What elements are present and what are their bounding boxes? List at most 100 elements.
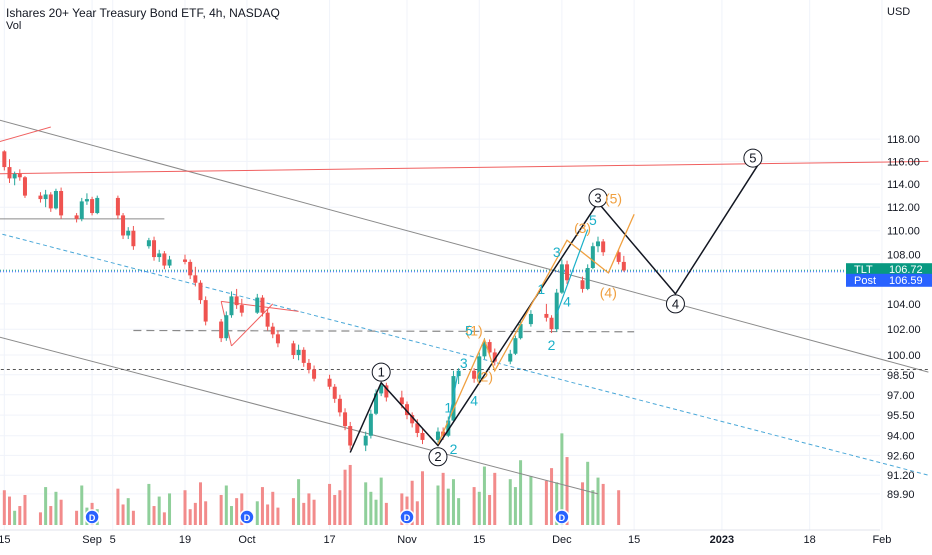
orange-wave-label-4: (4) [600, 285, 617, 301]
candle-body [528, 313, 533, 325]
candle-body [146, 240, 151, 247]
dividend-marker-label: D [244, 513, 251, 523]
volume-bar [617, 490, 621, 525]
y-tick-label: 92.60 [887, 450, 915, 462]
candle-body [183, 259, 188, 262]
volume-bar [519, 460, 523, 525]
volume-bar [23, 494, 27, 525]
volume-bar [560, 433, 564, 525]
orange-wave-label-5: (5) [605, 191, 622, 207]
volume-bar [7, 496, 11, 525]
volume-bar [436, 485, 440, 525]
volume-bar [204, 501, 208, 525]
candle-body [84, 199, 89, 202]
volume-bar [162, 512, 166, 525]
channel-upper-line [0, 119, 929, 373]
candle-body [53, 191, 58, 209]
y-tick-label: 91.20 [887, 470, 915, 482]
drawings-layer [0, 119, 929, 495]
candle-body [301, 349, 306, 363]
y-tick-label: 118.00 [887, 134, 920, 146]
dividend-marker-circle [399, 509, 415, 525]
candle-body [255, 297, 260, 313]
volume-bar [157, 496, 161, 525]
volume-layer [2, 433, 621, 525]
candle-body [126, 230, 131, 236]
candle-body [410, 415, 415, 424]
volume-bar [116, 488, 120, 525]
candle-body [167, 259, 172, 266]
volume-bar [260, 487, 264, 525]
candle-body [379, 385, 384, 394]
volume-bar [446, 488, 450, 525]
candle-body [219, 321, 224, 339]
price-badge-bg [846, 273, 932, 287]
candle-body [90, 199, 95, 214]
volume-bar [193, 502, 197, 525]
candle-body [38, 195, 43, 200]
volume-bar [266, 504, 270, 525]
volume-bar [338, 490, 342, 525]
volume-bar [482, 466, 486, 525]
dashed-trendline [0, 233, 929, 476]
volume-bar [400, 493, 404, 525]
candle-body [559, 264, 564, 293]
candle-body [616, 252, 621, 262]
candle-body [343, 412, 348, 427]
price-badge-name: Post [854, 275, 876, 287]
volume-bar [49, 506, 53, 525]
volume-bar [410, 480, 414, 525]
candle-body [203, 300, 208, 322]
candle-body [74, 215, 79, 219]
candle-body [477, 356, 482, 379]
volume-bar [75, 510, 79, 525]
candle-body [580, 280, 585, 289]
x-tick-label: Feb [872, 534, 891, 546]
resistance-line [0, 160, 929, 175]
volume-bar [379, 477, 383, 525]
candle-body [399, 397, 404, 405]
wave-label-3-circle [588, 188, 608, 208]
candle-body [239, 305, 244, 313]
volume-bar [333, 494, 337, 525]
candle-body [596, 241, 601, 247]
price-badge-bg [846, 263, 932, 277]
volume-bar [415, 501, 419, 525]
volume-bar [18, 506, 22, 525]
dividend-marker-circle [239, 509, 255, 525]
candle-body [368, 413, 373, 436]
volume-bar [555, 482, 559, 525]
candle-body [456, 370, 461, 377]
volume-bar [271, 491, 275, 525]
wave-label-5: 5 [749, 151, 756, 166]
volume-bar [131, 510, 135, 525]
candle-body [43, 194, 48, 200]
price-badge-value: 106.59 [889, 275, 923, 287]
teal-wave-label-3: 3 [460, 355, 468, 371]
volume-bar [121, 504, 125, 525]
candle-body [157, 253, 162, 258]
candle-body [472, 370, 477, 379]
volume-bar [168, 493, 172, 525]
teal-wave-seg-1 [447, 369, 460, 424]
main-wave-path [349, 164, 759, 453]
x-tick-label: Sep [82, 534, 102, 546]
x-tick-label: 5 [110, 534, 116, 546]
dividend-marker-circle [554, 509, 570, 525]
candle-body [260, 297, 265, 313]
volume-bar [441, 472, 445, 525]
volume-bar [126, 498, 130, 525]
candle-body [7, 167, 12, 179]
volume-bar [2, 490, 6, 525]
candle-body [549, 317, 554, 330]
price-badge-name: TLT [854, 264, 873, 276]
candle-body [152, 240, 157, 258]
orange-wave-label-3: (3) [574, 220, 591, 236]
volume-bar [219, 494, 223, 525]
candle-body [296, 349, 301, 356]
volume-bar [312, 499, 316, 525]
candle-body [332, 386, 337, 399]
teal-wave-label-4: 4 [470, 393, 478, 409]
